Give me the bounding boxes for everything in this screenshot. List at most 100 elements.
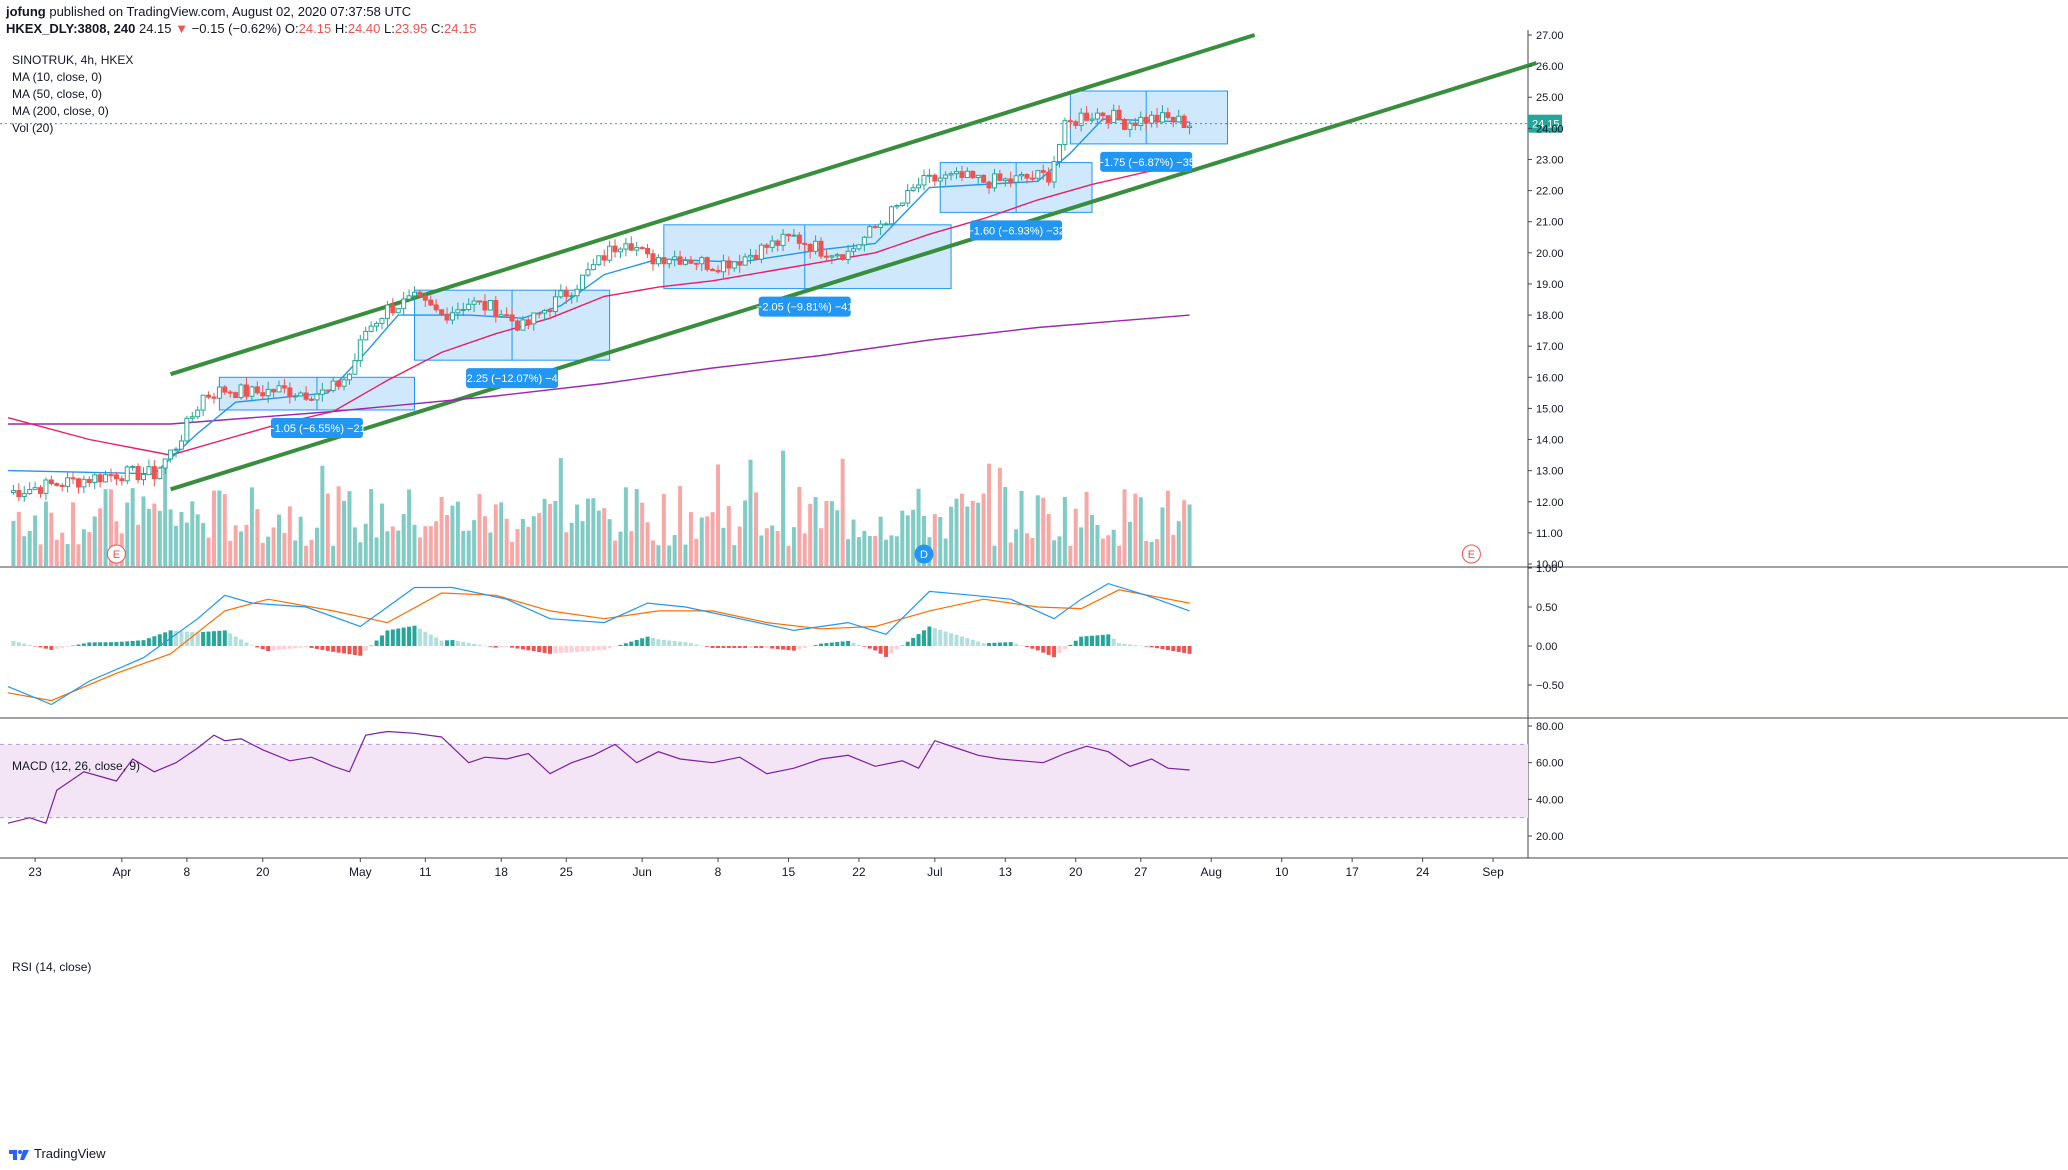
last-price: 24.15 <box>138 21 172 36</box>
price-tick-label: 23.00 <box>1536 154 1564 166</box>
volume-bar <box>477 494 482 566</box>
macd-histogram-bar <box>1165 646 1170 651</box>
macd-histogram-bar <box>1057 646 1062 654</box>
macd-histogram-bar <box>569 646 574 653</box>
candle-body <box>200 394 206 411</box>
macd-histogram-bar <box>862 646 867 647</box>
time-tick-label: Jun <box>632 865 651 879</box>
volume-bar <box>1122 489 1127 566</box>
volume-bar <box>851 519 856 566</box>
volume-bar <box>249 487 254 566</box>
range-box <box>1069 90 1228 145</box>
legend-ma200[interactable]: MA (200, close, 0) <box>12 104 109 118</box>
macd-histogram-bar <box>363 646 368 651</box>
volume-bar <box>1052 540 1057 566</box>
macd-histogram-bar <box>667 640 672 646</box>
macd-histogram-bar <box>136 640 141 646</box>
volume-bar <box>358 542 363 566</box>
macd-histogram-bar <box>141 640 146 646</box>
macd-histogram-bar <box>87 642 92 646</box>
candle-body <box>395 308 401 314</box>
volume-bar <box>867 536 872 566</box>
author-name[interactable]: jofung <box>6 4 46 19</box>
macd-histogram-bar <box>851 642 856 646</box>
macd-histogram-bar <box>239 639 244 646</box>
rsi-tick-label: 40.00 <box>1536 794 1564 806</box>
macd-histogram-bar <box>770 646 775 649</box>
macd-histogram-bar <box>564 646 569 653</box>
candle-body <box>1181 115 1187 129</box>
last-price-label: 24.15 <box>1532 119 1560 131</box>
candle-body <box>238 384 244 399</box>
candle-body <box>482 300 488 311</box>
candle-body <box>748 254 754 258</box>
macd-histogram-bar <box>791 646 796 651</box>
macd-tick-label: 0.00 <box>1536 641 1557 653</box>
volume-bar <box>878 516 883 566</box>
macd-histogram-bar <box>607 646 612 649</box>
macd-histogram-bar <box>146 638 151 646</box>
volume-bar <box>515 528 520 566</box>
candle-body <box>612 245 618 253</box>
macd-histogram-bar <box>650 637 655 646</box>
range-label: −2.25 (−12.07%) −45 <box>460 368 564 389</box>
volume-bar <box>385 531 390 566</box>
macd-histogram-bar <box>412 625 417 646</box>
volume-bar <box>499 502 504 566</box>
volume-bar <box>1046 513 1051 566</box>
macd-histogram-bar <box>661 639 666 646</box>
event-marker-label: E <box>1468 549 1475 561</box>
volume-bar <box>179 511 184 566</box>
macd-histogram-bar <box>201 631 206 646</box>
candle-body <box>954 171 959 175</box>
macd-histogram-bar <box>911 637 916 646</box>
macd-histogram-bar <box>797 646 802 650</box>
legend-macd[interactable]: MACD (12, 26, close, 9) <box>12 759 141 773</box>
volume-bar <box>1149 541 1154 566</box>
volume-bar <box>1073 508 1078 566</box>
legend-ma50[interactable]: MA (50, close, 0) <box>12 87 103 101</box>
volume-bar <box>163 463 168 566</box>
volume-bar <box>244 524 249 566</box>
volume-bar <box>558 458 563 566</box>
volume-bar <box>314 527 319 566</box>
candle-body <box>720 260 726 273</box>
volume-bar <box>802 533 807 566</box>
time-tick-label: 20 <box>1069 865 1083 879</box>
macd-histogram-bar <box>878 646 883 654</box>
volume-bar <box>781 450 786 566</box>
macd-histogram-bar <box>331 646 336 652</box>
macd-histogram-bar <box>943 631 948 646</box>
volume-bar <box>791 527 796 566</box>
candle-body <box>677 256 683 265</box>
legend-ma10[interactable]: MA (10, close, 0) <box>12 70 103 84</box>
legend-rsi[interactable]: RSI (14, close) <box>12 960 92 974</box>
volume-bar <box>1182 500 1187 566</box>
volume-bar <box>840 458 845 566</box>
volume-bar <box>710 512 715 566</box>
candle-body <box>466 303 472 311</box>
macd-histogram-bar <box>1041 646 1046 653</box>
candle-body <box>319 389 325 395</box>
candle-body <box>422 295 428 301</box>
macd-histogram-bar <box>108 642 113 646</box>
macd-histogram-bar <box>396 628 401 646</box>
volume-bar <box>277 514 281 566</box>
candle-body <box>780 233 786 246</box>
candle-body <box>704 257 710 270</box>
candle-body <box>374 322 380 327</box>
candle-body <box>401 298 407 310</box>
volume-bar <box>450 505 455 566</box>
legend-vol[interactable]: Vol (20) <box>12 121 54 135</box>
candle-body <box>986 181 992 189</box>
candle-body <box>444 313 450 321</box>
legend-title[interactable]: SINOTRUK, 4h, HKEX <box>12 53 134 67</box>
macd-histogram-bar <box>705 646 710 647</box>
candle-body <box>715 269 721 273</box>
symbol-label: HKEX_DLY:3808, 240 <box>6 21 136 36</box>
volume-bar <box>819 528 823 566</box>
candle-body <box>601 255 607 261</box>
range-label-bg <box>758 296 851 317</box>
candle-body <box>10 490 16 494</box>
volume-bar <box>168 509 173 566</box>
